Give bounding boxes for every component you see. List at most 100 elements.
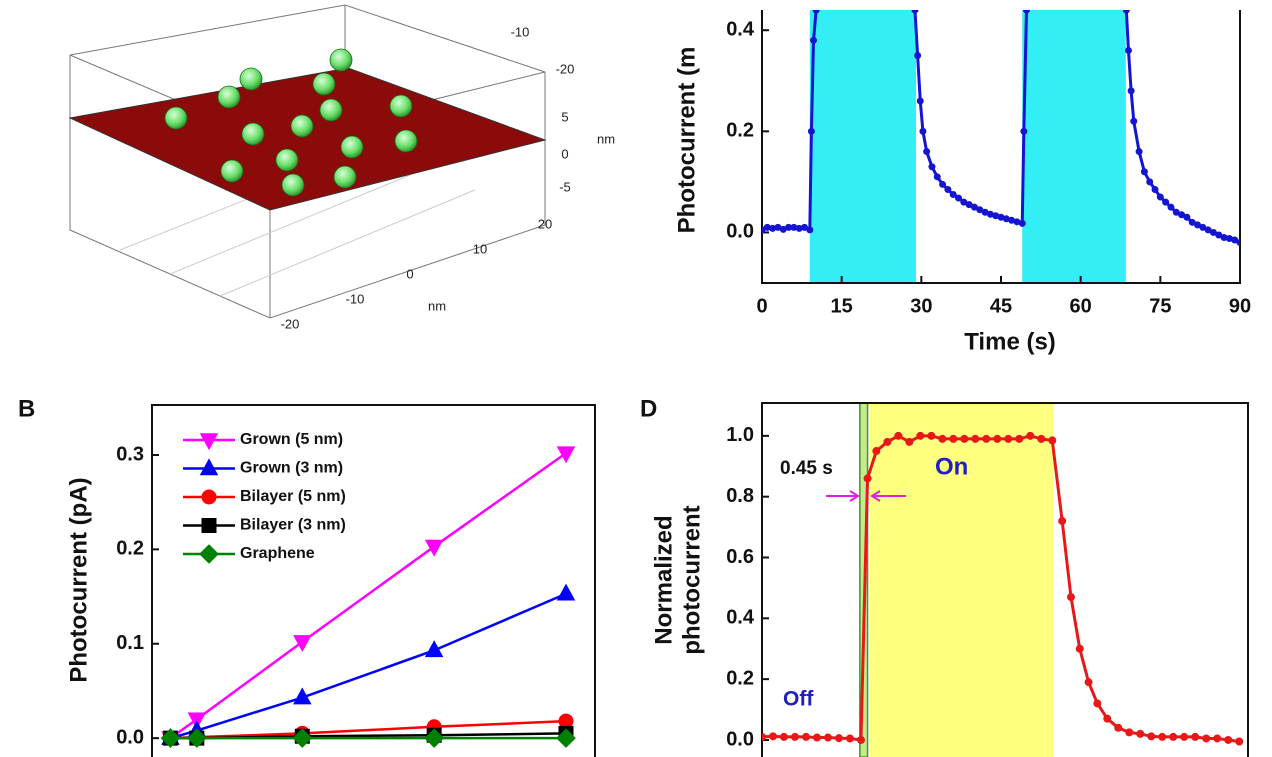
marker <box>863 474 872 483</box>
x-axis-label: Time (s) <box>964 328 1056 355</box>
legend-label: Grown (3 nm) <box>240 460 343 477</box>
y-tick-label: 0.0 <box>726 221 754 243</box>
x-tick-label: 15 <box>831 295 853 317</box>
marker <box>1093 699 1102 708</box>
marker <box>424 640 444 658</box>
x-tick-label: 0 <box>756 295 767 317</box>
marker <box>424 728 444 748</box>
marker <box>199 544 219 564</box>
marker <box>1180 732 1189 741</box>
marker <box>806 226 814 234</box>
marker <box>1136 729 1145 738</box>
y-tick-label: 0.6 <box>726 546 754 568</box>
marker <box>949 434 958 443</box>
marker <box>556 728 576 748</box>
shaded-span <box>1022 10 1126 283</box>
marker <box>1048 436 1057 445</box>
y-tick-label: 0.3 <box>116 443 144 465</box>
z-tick-label: -5 <box>559 179 571 194</box>
marker <box>556 446 576 464</box>
marker <box>1140 168 1148 176</box>
marker <box>1122 10 1130 14</box>
y-tick-label: -10 <box>511 24 530 39</box>
marker <box>810 36 818 44</box>
marker <box>955 194 963 202</box>
marker <box>923 148 931 156</box>
marker <box>919 127 927 135</box>
marker <box>1236 239 1240 247</box>
marker <box>916 97 924 105</box>
axis-frame <box>151 404 596 757</box>
marker <box>293 687 312 705</box>
marker <box>1066 593 1075 602</box>
plot-area <box>762 403 1240 757</box>
z-tick-label: 0 <box>561 146 568 161</box>
marker <box>939 180 947 188</box>
z-tick-label: 5 <box>561 109 568 124</box>
marker <box>993 434 1002 443</box>
x-tick-label: 90 <box>1229 295 1251 317</box>
marker <box>812 10 820 14</box>
marker <box>1202 734 1211 743</box>
arrow <box>826 490 906 502</box>
marker <box>1146 178 1154 186</box>
marker <box>1022 10 1030 14</box>
marker <box>424 539 444 557</box>
x-tick-label: -20 <box>281 316 300 331</box>
marker <box>916 431 925 440</box>
x-tick-label: 0 <box>406 266 413 281</box>
x-tick-label: 60 <box>1070 295 1092 317</box>
spheres <box>164 48 418 197</box>
y-tick-label: 0.1 <box>116 632 144 654</box>
y-axis-label: Photocurrent (pA) <box>65 477 92 682</box>
marker <box>1191 732 1200 741</box>
shaded-span <box>869 403 1054 757</box>
shaded-span <box>809 10 917 283</box>
marker <box>1103 714 1112 723</box>
marker <box>960 434 969 443</box>
marker <box>845 734 854 743</box>
x-axis-label: nm <box>428 298 446 313</box>
y-axis-label: Normalized <box>650 515 677 644</box>
y-tick-label: 0.2 <box>116 538 144 560</box>
marker <box>1130 117 1138 125</box>
marker <box>187 728 207 748</box>
marker <box>1162 198 1170 206</box>
legend-label: Bilayer (3 nm) <box>240 517 346 534</box>
marker <box>1114 723 1123 732</box>
marker <box>762 732 766 741</box>
marker <box>790 732 799 741</box>
marker <box>1026 431 1035 440</box>
marker <box>834 734 843 743</box>
marker <box>779 732 788 741</box>
y-axis-label: Photocurrent (m <box>673 47 700 234</box>
legend-label: Graphene <box>240 545 315 562</box>
marker <box>883 437 892 446</box>
marker <box>914 52 922 59</box>
marker <box>1151 185 1159 193</box>
marker <box>1020 127 1028 135</box>
panel-label: B <box>18 395 35 422</box>
marker <box>201 518 217 533</box>
y-tick-label: 0.0 <box>116 726 144 748</box>
marker <box>856 735 865 744</box>
marker <box>201 489 217 505</box>
marker <box>768 732 777 741</box>
annotation: 0.45 s <box>780 458 833 479</box>
marker <box>823 733 832 742</box>
marker <box>1156 193 1164 201</box>
x-tick-label: 45 <box>990 295 1012 317</box>
marker <box>1127 87 1135 95</box>
marker <box>1125 728 1134 737</box>
marker <box>1004 434 1013 443</box>
marker <box>293 635 312 653</box>
y-tick-label: 0.0 <box>726 728 754 750</box>
marker <box>944 185 952 193</box>
marker <box>1183 213 1191 221</box>
marker <box>933 173 941 181</box>
marker <box>199 458 219 476</box>
marker <box>292 728 313 748</box>
marker <box>1213 734 1222 743</box>
marker <box>894 431 903 440</box>
